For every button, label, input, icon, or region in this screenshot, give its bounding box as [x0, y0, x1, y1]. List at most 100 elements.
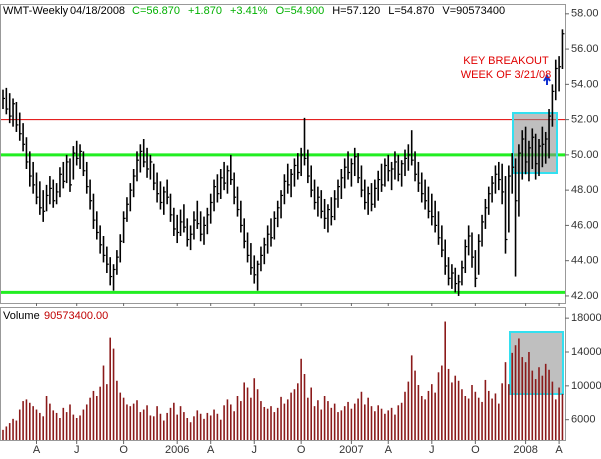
breakout-arrow	[543, 74, 551, 85]
quote: H=57.120	[332, 5, 380, 17]
mark-layer: 42.00 44.00 46.00 48.00 50.00 52.00 54.00 56.00…	[2, 8, 601, 456]
volume-bar	[461, 389, 463, 440]
volume-bar	[12, 418, 14, 440]
volume-bar	[407, 381, 410, 440]
volume-bar	[65, 412, 68, 440]
volume-bar	[22, 401, 24, 440]
volume-bar	[464, 396, 467, 440]
volume-bar	[498, 403, 500, 440]
volume-bar	[236, 396, 239, 440]
volume-bar	[196, 410, 199, 440]
volume-bar	[347, 401, 349, 440]
volume-bar	[544, 363, 547, 440]
volume-bar	[230, 404, 232, 440]
volume-bar	[397, 405, 400, 440]
y-tick-label: 56.00	[571, 43, 599, 55]
volume-bar	[266, 408, 269, 440]
volume-bar	[561, 393, 564, 440]
volume-bar	[213, 409, 215, 440]
volume-bar	[45, 396, 48, 440]
volume-bar	[193, 416, 195, 440]
volume-bar	[92, 390, 95, 440]
volume-bar	[414, 370, 416, 440]
volume-bar	[457, 380, 460, 440]
volume-bar	[317, 400, 319, 440]
volume-value: 90573400.00	[44, 310, 108, 322]
y-tick-label: 46.00	[571, 219, 599, 231]
volume-bar	[146, 405, 148, 440]
volume-bar	[390, 407, 393, 440]
volume-bar	[340, 410, 343, 440]
level-layer	[1, 119, 565, 294]
volume-bar	[357, 398, 359, 440]
volume-bar	[467, 398, 470, 440]
volume-bar	[384, 413, 386, 440]
volume-title: Volume	[3, 310, 40, 322]
volume-bar	[454, 375, 457, 440]
volume-bar	[303, 374, 306, 440]
volume-bar	[159, 413, 162, 440]
volume-bar	[99, 386, 101, 440]
volume-bar	[142, 409, 145, 440]
volume-bar	[119, 392, 122, 440]
volume-bar	[280, 396, 282, 440]
volume-bar	[8, 423, 11, 440]
x-tick-label: J	[429, 444, 435, 456]
volume-bar	[518, 338, 520, 440]
y-tick-label: 42.00	[571, 290, 599, 302]
volume-bar	[404, 391, 406, 440]
volume-bar	[447, 368, 450, 440]
volume-bar	[387, 410, 390, 440]
volume-bar	[370, 406, 373, 440]
x-tick-label: A	[207, 444, 215, 456]
annotation: KEY BREAKOUT	[463, 55, 549, 67]
volume-bar	[307, 397, 309, 440]
volume-bar	[106, 384, 108, 440]
volume-bar	[152, 416, 155, 440]
x-tick-label: O	[471, 444, 480, 456]
volume-bar	[528, 352, 530, 440]
volume-bar	[2, 429, 4, 440]
volume-bar	[82, 409, 85, 440]
volume-bar	[474, 391, 477, 440]
y-tick-label: 52.00	[571, 114, 599, 126]
volume-bar	[501, 383, 503, 440]
volume-bar	[394, 414, 396, 440]
x-tick-label: 2007	[339, 444, 363, 456]
quote: C=56.870	[132, 5, 180, 17]
annotation: WEEK OF 3/21/08	[461, 69, 551, 81]
volume-bar	[179, 406, 182, 440]
volume-bar	[263, 407, 266, 440]
volume-bar	[25, 399, 28, 440]
volume-bar	[424, 399, 426, 440]
volume-bar	[431, 384, 433, 440]
volume-bar	[216, 413, 219, 440]
volume-bar	[32, 406, 34, 440]
volume-bar	[116, 380, 118, 440]
volume-bar	[186, 418, 189, 440]
volume-bar	[260, 401, 262, 440]
volume-bar	[173, 402, 175, 440]
quote: L=54.870	[388, 5, 434, 17]
volume-bar	[511, 352, 513, 440]
volume-bar	[62, 407, 65, 440]
y-tick-label: 48.00	[571, 184, 599, 196]
volume-bar	[343, 406, 346, 440]
x-tick-label: O	[119, 444, 128, 456]
volume-bar	[122, 397, 125, 440]
volume-bar	[240, 401, 242, 440]
volume-bar	[554, 399, 557, 440]
volume-bar	[508, 384, 510, 440]
y-tick-label: 50.00	[571, 149, 599, 161]
date: 04/18/2008	[70, 5, 125, 17]
volume-bar	[353, 403, 356, 440]
volume-bar	[246, 387, 249, 440]
volume-bar	[219, 419, 222, 440]
volume-bar	[273, 412, 276, 440]
volume-bar	[183, 412, 185, 440]
volume-bar	[233, 411, 235, 440]
volume-bar	[417, 385, 420, 440]
volume-bar	[169, 407, 172, 440]
volume-bar	[487, 390, 490, 440]
